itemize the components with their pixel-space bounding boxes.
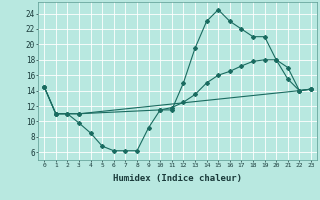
X-axis label: Humidex (Indice chaleur): Humidex (Indice chaleur) [113, 174, 242, 183]
